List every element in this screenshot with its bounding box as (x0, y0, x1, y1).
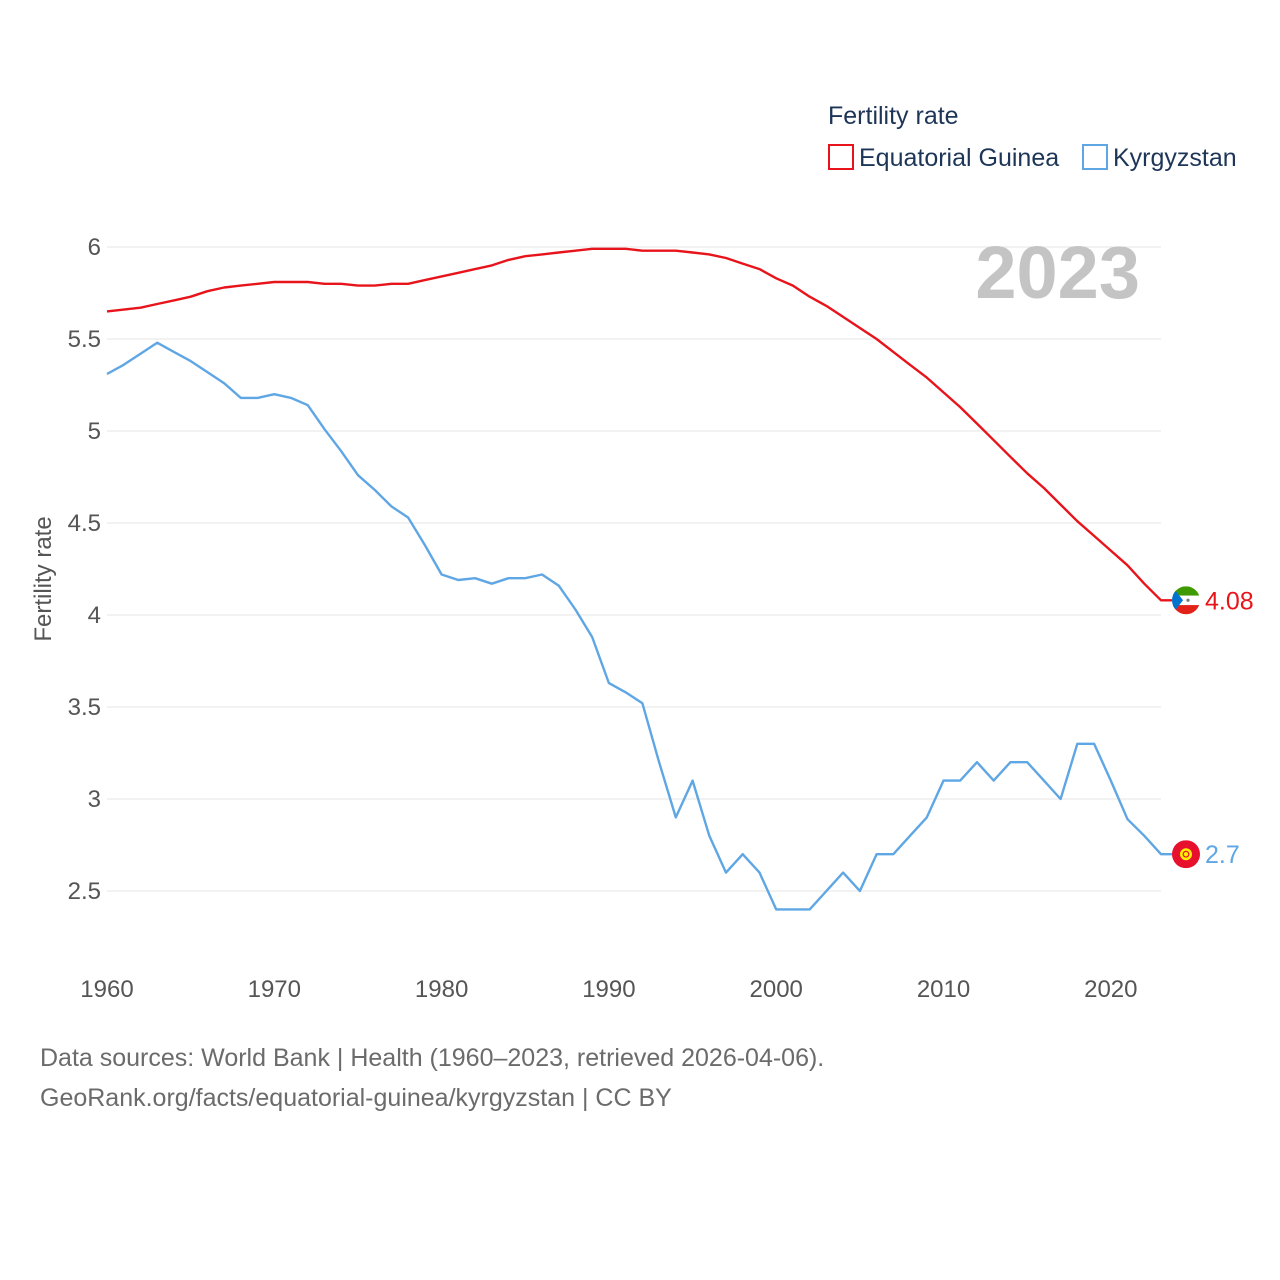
y-tick-label: 4.5 (68, 510, 101, 537)
y-axis-ticks: 2.5 3 3.5 4 4.5 5 5.5 6 (68, 234, 101, 905)
y-tick-label: 4 (88, 602, 101, 629)
equatorial-guinea-flag-icon (1172, 586, 1200, 615)
y-tick-label: 5.5 (68, 326, 101, 353)
source-url-license[interactable]: GeoRank.org/facts/equatorial-guinea/kyrg… (40, 1084, 672, 1112)
end-value-label-equatorial-guinea: 4.08 (1205, 587, 1254, 615)
x-tick-label: 1960 (80, 976, 133, 1003)
x-tick-label: 1970 (248, 976, 301, 1003)
legend-swatch-equatorial-guinea[interactable] (828, 144, 854, 170)
series-lines (106, 247, 1173, 911)
legend-title: Fertility rate (828, 102, 959, 130)
x-axis-ticks: 1960 1970 1980 1990 2000 2010 2020 (80, 976, 1137, 1003)
x-tick-label: 1980 (415, 976, 468, 1003)
legend-label-kyrgyzstan[interactable]: Kyrgyzstan (1113, 144, 1237, 172)
year-label: 2023 (975, 231, 1140, 314)
x-tick-label: 2020 (1084, 976, 1137, 1003)
series-line-equatorial-guinea[interactable] (106, 247, 1173, 602)
y-tick-label: 6 (88, 234, 101, 261)
end-markers: 4.08 2.7 (1172, 586, 1254, 869)
y-tick-label: 2.5 (68, 878, 101, 905)
y-tick-label: 5 (88, 418, 101, 445)
legend-swatch-kyrgyzstan[interactable] (1082, 144, 1108, 170)
gridlines (107, 246, 1161, 892)
y-tick-label: 3.5 (68, 694, 101, 721)
y-axis-title: Fertility rate (30, 516, 57, 641)
kyrgyzstan-flag-icon (1172, 840, 1200, 869)
series-line-kyrgyzstan[interactable] (106, 341, 1173, 911)
end-value-label-kyrgyzstan: 2.7 (1205, 841, 1240, 869)
data-source-note: Data sources: World Bank | Health (1960–… (40, 1044, 825, 1072)
x-tick-label: 2010 (917, 976, 970, 1003)
legend-label-equatorial-guinea[interactable]: Equatorial Guinea (859, 144, 1059, 172)
y-tick-label: 3 (88, 786, 101, 813)
x-tick-label: 1990 (582, 976, 635, 1003)
x-tick-label: 2000 (750, 976, 803, 1003)
